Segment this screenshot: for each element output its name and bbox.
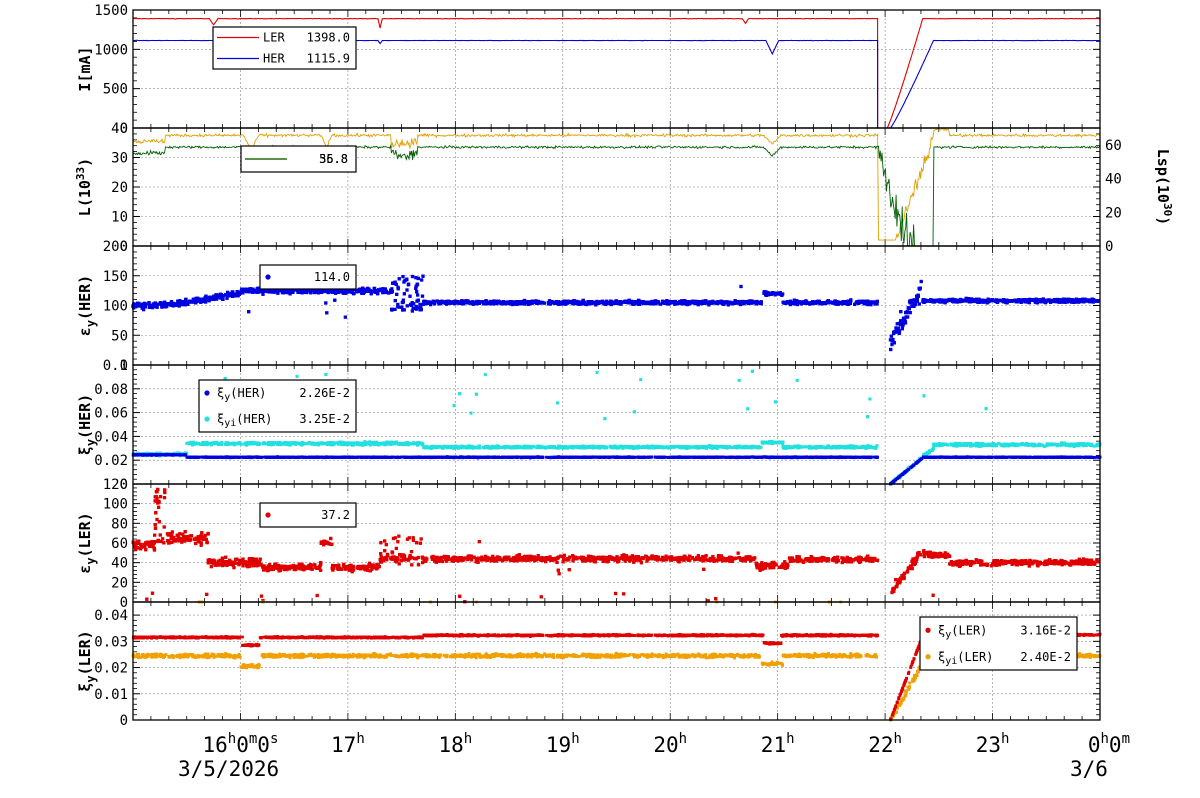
panel-3: 0 50 100 150 200	[103, 239, 1101, 374]
y-tick-label: 80	[111, 516, 128, 532]
legend-1: LER 1398.0 HER 1115.9	[212, 26, 357, 70]
panel-frame	[132, 601, 1101, 721]
legend-value: 1115.9	[307, 52, 350, 66]
y-tick-label: 40	[111, 556, 128, 572]
y-tick-label: 0.1	[103, 358, 128, 374]
x-tick-label: 20h	[653, 731, 687, 757]
y-axis-label: ξy(HER)	[76, 394, 98, 455]
y2-tick-label: 60	[1105, 138, 1122, 154]
legend-value: 114.0	[314, 270, 350, 284]
legend-value: 55.8	[319, 152, 348, 166]
x-tick-label: 22h	[868, 731, 902, 757]
legend-value: 3.16E-2	[1020, 623, 1071, 637]
legend-name: ξy(LER)	[938, 623, 987, 640]
legend-swatch	[925, 654, 931, 660]
y-tick-label: 20	[111, 575, 128, 591]
y-axis-label: I[mA]	[76, 46, 94, 91]
luminosity-line-0	[132, 126, 1101, 241]
legend-value: 2.26E-2	[299, 386, 350, 400]
y2-tick-label: 0	[1105, 239, 1113, 255]
scatter-series-5-0	[131, 487, 1100, 604]
y-tick-label: 0.01	[94, 687, 128, 703]
legend-value: 36.8	[319, 152, 348, 166]
legend-value: 3.25E-2	[299, 412, 350, 426]
y-tick-label: 0	[120, 713, 128, 729]
panel-5: 0 20 40 60 80 100 120	[103, 477, 1101, 611]
x-tick-label: 23h	[976, 731, 1010, 757]
y-tick-label: 150	[103, 269, 128, 285]
y-axis-label: εy(HER)	[76, 275, 98, 336]
y-tick-label: 40	[111, 121, 128, 137]
y-tick-label: 20	[111, 180, 128, 196]
y-tick-label: 0.04	[94, 429, 128, 445]
y-tick-label: 0	[120, 595, 128, 611]
y2-tick-label: 20	[1105, 205, 1122, 221]
x-tick-label: 21h	[761, 731, 795, 757]
legend-2: 36.855.8	[240, 145, 357, 173]
y-tick-label: 0	[120, 358, 128, 374]
legend-3: 114.0	[259, 264, 357, 290]
y-tick-label: 10	[111, 210, 128, 226]
y-tick-label: 60	[111, 536, 128, 552]
legend-value: 2.40E-2	[1020, 650, 1071, 664]
y-tick-label: 500	[103, 82, 128, 98]
x-tick-label: 0h0m	[1088, 731, 1130, 757]
y-tick-label: 1500	[94, 3, 128, 19]
y-tick-label: 200	[103, 239, 128, 255]
legend-name: LER	[263, 31, 285, 45]
x-tick-label: 19h	[546, 731, 580, 757]
y-tick-label: 0.02	[94, 661, 128, 677]
legend-swatch	[204, 390, 210, 396]
legend-swatch	[925, 627, 931, 633]
scatter-series-4-0	[131, 453, 1102, 486]
y-tick-label: 0.08	[94, 382, 128, 398]
legend-5: 37.2	[259, 502, 357, 528]
legend-name: ξy(HER)	[217, 386, 266, 403]
date-end-label: 3/6	[1070, 757, 1108, 781]
y-tick-label: 0	[120, 477, 128, 493]
y-tick-label: 0.04	[94, 608, 128, 624]
y-tick-label: 0.06	[94, 406, 128, 422]
y-tick-label: 120	[103, 477, 128, 493]
y-tick-label: 50	[111, 328, 128, 344]
legend-name: HER	[263, 52, 285, 66]
y-tick-label: 100	[103, 497, 128, 513]
series-line-LER	[132, 17, 1101, 129]
date-start-label: 3/5/2026	[178, 757, 279, 781]
y-tick-label: 0.02	[94, 453, 128, 469]
y-axis-label: εy(LER)	[76, 512, 98, 573]
y-tick-label: 0.03	[94, 634, 128, 650]
legend-swatch	[265, 512, 271, 518]
y-tick-label: 100	[103, 299, 128, 315]
y-tick-label: 0	[120, 121, 128, 137]
panel-2: 0 10 20 30 40	[111, 121, 1101, 255]
y-axis-label: ξy(LER)	[76, 630, 98, 691]
legend-swatch	[204, 416, 210, 422]
y-tick-label: 1000	[94, 42, 128, 58]
y-tick-label: 30	[111, 151, 128, 167]
legend-value: 37.2	[321, 508, 350, 522]
y2-tick-label: 40	[1105, 172, 1122, 188]
x-tick-label: 18h	[438, 731, 472, 757]
panel-1: 0 500 1000 1500	[94, 3, 1101, 137]
y-tick-label: 0	[120, 239, 128, 255]
x-tick-label: 17h	[331, 731, 365, 757]
legend-value: 1398.0	[307, 31, 350, 45]
x-tick-label: 16h0m0s	[202, 731, 278, 757]
legend-swatch	[265, 274, 271, 280]
y2-axis-label: Lsp(1030)	[1154, 149, 1174, 225]
y-axis-label: L(1033)	[74, 158, 94, 216]
